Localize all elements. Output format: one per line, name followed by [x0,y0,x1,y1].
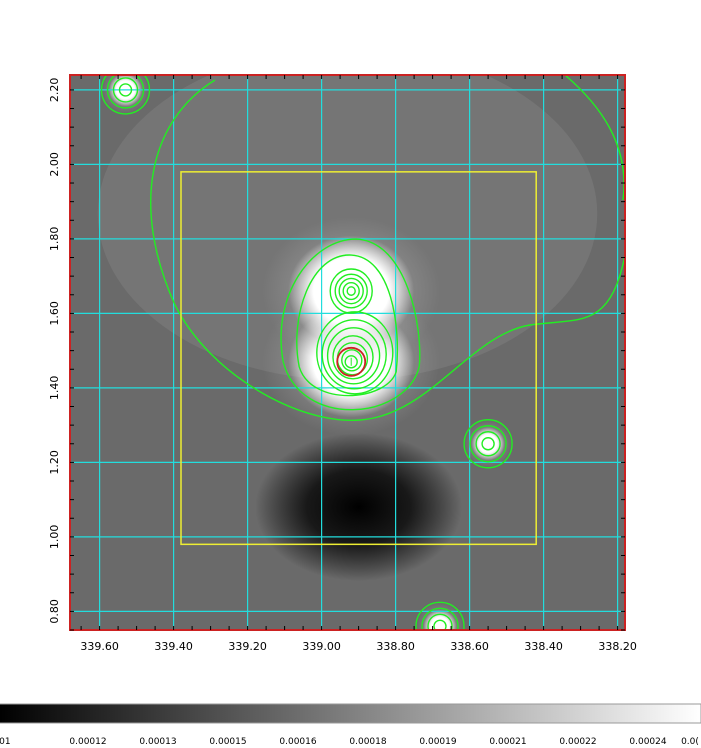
x-tick-label: 339.20 [228,640,267,653]
contour-ring [321,319,387,390]
contour-outer [564,75,625,201]
point-source-contour [118,83,133,97]
y-tick-label: 0.80 [48,599,61,624]
contour-ring [332,335,374,380]
x-tick-label: 338.40 [524,640,563,653]
plot-frame [69,74,626,631]
contour-outer [150,79,625,422]
point-source-contour [415,601,465,630]
point-source-contour [481,437,495,451]
marker-circle [336,346,367,377]
x-axis-ticks: 339.60 339.40 339.20 339.00 338.80 338.60 338.… [80,640,637,653]
region-overlays [180,171,537,546]
colorbar-tick-label: 0.0( [681,737,699,747]
contour-envelope [280,238,421,411]
colorbar-gradient [0,703,701,724]
point-source-contour [106,75,145,109]
y-tick-label: 1.60 [48,301,61,326]
y-tick-label: 1.40 [48,376,61,401]
x-tick-label: 338.20 [598,640,637,653]
colorbar-tick-label: 0.00013 [139,737,176,747]
point-source-contour [421,607,459,630]
contour-ring [341,349,363,372]
x-tick-label: 339.00 [302,640,341,653]
point-source-contour [112,77,139,103]
point-source-contour [463,419,513,469]
contour-ring [342,281,360,301]
point-source-contour [433,619,447,630]
point-source-contour [427,613,453,630]
colorbar-tick-label: 0.00012 [69,737,106,747]
contour-envelope [296,254,399,397]
colorbar-tick-label: 0.00022 [559,737,596,747]
negative-region [255,433,463,582]
colorbar-tick-label: 001 [0,737,11,747]
colorbar: 001 0.00012 0.00013 0.00015 0.00016 0.00018 0.… [0,703,701,747]
colorbar-tick-label: 0.00024 [629,737,666,747]
contour-ring [316,311,394,395]
y-tick-label: 2.00 [48,152,61,177]
colorbar-tick-label: 0.00019 [419,737,456,747]
contour-ring [344,355,358,369]
contour-ring [326,327,381,385]
y-tick-label: 1.80 [48,227,61,252]
contour-ring [329,268,373,314]
y-tick-label: 1.20 [48,450,61,475]
point-source-contour [475,431,501,457]
colorbar-tick-label: 0.00018 [349,737,386,747]
source-emission [288,235,415,347]
colorbar-tick-label: 0.00021 [489,737,526,747]
point-source-contour [100,75,151,115]
colorbar-tick-label: 0.00015 [209,737,246,747]
contour-ring [338,277,364,305]
x-tick-label: 338.60 [450,640,489,653]
x-tick-label: 339.60 [80,640,119,653]
x-tick-label: 339.40 [154,640,193,653]
x-tick-label: 338.80 [376,640,415,653]
plot-border [69,74,626,631]
colorbar-tick-label: 0.00016 [279,737,316,747]
y-tick-label: 1.00 [48,525,61,550]
y-axis-ticks: 0.80 1.00 1.20 1.40 1.60 1.80 2.00 2.20 [48,78,61,624]
coordinate-grid [70,75,625,630]
contour-ring [346,286,356,296]
y-tick-label: 2.20 [48,78,61,103]
selection-box [180,171,537,546]
contour-overlay [100,75,625,630]
contour-ring [334,273,368,309]
point-source-contour [469,425,507,463]
